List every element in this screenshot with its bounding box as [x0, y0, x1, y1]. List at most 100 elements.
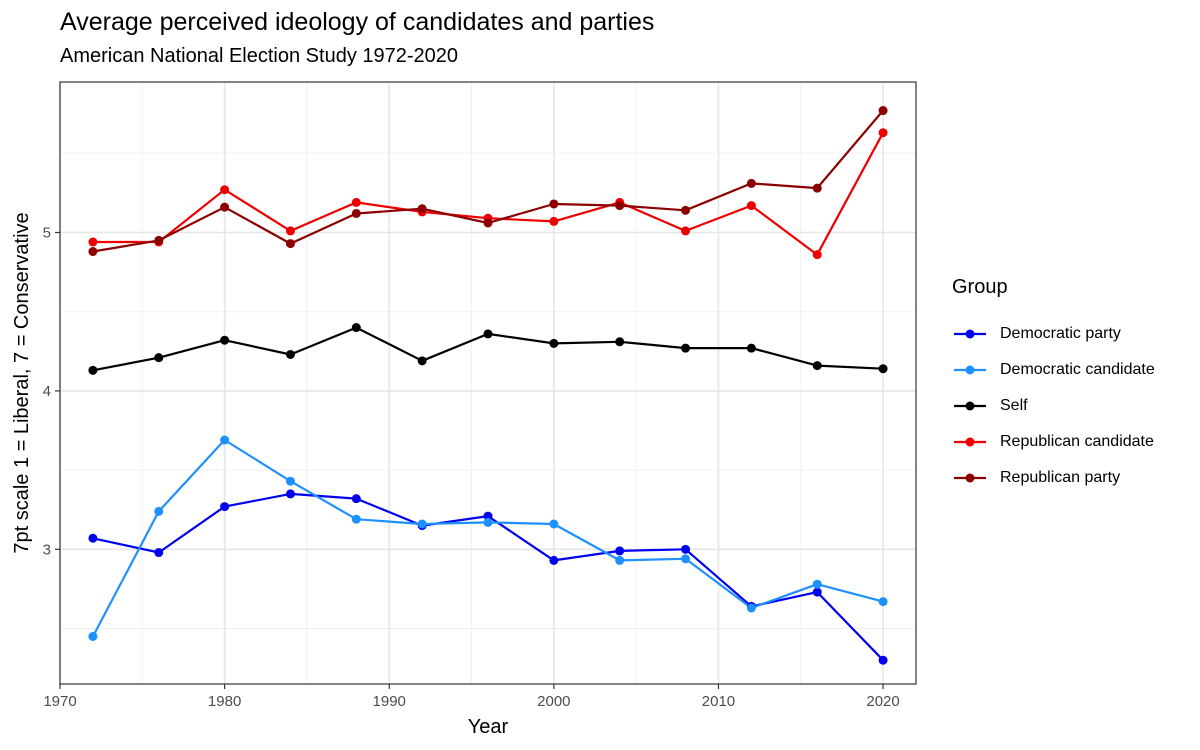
data-point: [549, 216, 559, 226]
data-point: [351, 208, 361, 218]
data-point: [681, 226, 691, 236]
x-axis-ticks: 1970 1980 1990 2000 2010 2020: [43, 684, 900, 710]
data-point: [88, 631, 98, 641]
legend-label: Democratic party: [1000, 325, 1121, 342]
legend-item: Republican candidate: [952, 424, 1155, 460]
data-point: [746, 178, 756, 188]
data-point: [878, 106, 888, 116]
chart-subtitle: American National Election Study 1972-20…: [60, 45, 459, 67]
legend-title: Group: [952, 276, 1008, 298]
data-point: [483, 517, 493, 527]
x-tick-label: 2000: [537, 693, 570, 710]
data-point: [746, 603, 756, 613]
data-point: [615, 546, 625, 556]
x-tick-label: 2020: [866, 693, 899, 710]
x-tick-label: 1980: [208, 693, 241, 710]
data-point: [812, 361, 822, 371]
data-point: [746, 343, 756, 353]
legend-key-point: [965, 437, 975, 447]
legend-item: Republican party: [952, 460, 1155, 496]
data-point: [483, 329, 493, 339]
y-axis-ticks: 3 4 5: [43, 225, 60, 558]
data-point: [878, 597, 888, 607]
data-point: [220, 435, 230, 445]
legend-item: Democratic candidate: [952, 352, 1155, 388]
chart-title: Average perceived ideology of candidates…: [60, 8, 655, 36]
series-points: [88, 106, 888, 665]
data-point: [812, 579, 822, 589]
data-point: [549, 555, 559, 565]
legend-key-point: [965, 365, 975, 375]
data-point: [549, 199, 559, 209]
legend-items: Democratic party Democratic candidate Self…: [952, 316, 1155, 496]
data-point: [417, 204, 427, 214]
x-tick-label: 1990: [373, 693, 406, 710]
data-point: [812, 587, 822, 597]
data-point: [285, 226, 295, 236]
data-point: [681, 343, 691, 353]
y-axis-label: 7pt scale 1 = Liberal, 7 = Conservative: [11, 212, 33, 553]
data-point: [549, 519, 559, 529]
data-point: [285, 239, 295, 249]
legend-item: Democratic party: [952, 316, 1155, 352]
data-point: [878, 655, 888, 665]
plot-panel: [60, 82, 916, 684]
data-point: [812, 183, 822, 193]
data-point: [681, 554, 691, 564]
legend-label: Self: [1000, 397, 1028, 414]
legend-key-icon: [954, 329, 986, 339]
x-axis-label: Year: [468, 716, 509, 738]
data-point: [878, 364, 888, 374]
y-tick-label: 3: [43, 541, 51, 558]
data-point: [417, 519, 427, 529]
data-point: [549, 338, 559, 348]
data-point: [285, 349, 295, 359]
data-point: [285, 476, 295, 486]
data-point: [351, 323, 361, 333]
minor-gridlines: [60, 82, 916, 684]
data-point: [220, 335, 230, 345]
legend-key-icon: [954, 401, 986, 411]
legend-label: Republican party: [1000, 469, 1121, 486]
legend-item: Self: [952, 388, 1155, 424]
legend: Group Democratic party Democratic candida…: [952, 276, 1155, 496]
data-point: [812, 250, 822, 260]
data-point: [483, 218, 493, 228]
data-point: [351, 514, 361, 524]
line-chart: 1970 1980 1990 2000 2010 2020 3 4 5 Year 7pt sc…: [11, 81, 917, 738]
plot-border: [59, 81, 917, 685]
data-point: [351, 494, 361, 504]
legend-key-point: [965, 401, 975, 411]
data-point: [88, 365, 98, 375]
data-point: [88, 237, 98, 247]
data-point: [878, 128, 888, 138]
data-point: [220, 202, 230, 212]
legend-key-icon: [954, 365, 986, 375]
legend-key-icon: [954, 473, 986, 483]
data-point: [483, 511, 493, 521]
data-point: [615, 337, 625, 347]
data-point: [615, 555, 625, 565]
data-point: [681, 205, 691, 215]
data-point: [154, 506, 164, 516]
y-tick-label: 4: [43, 383, 51, 400]
data-point: [746, 201, 756, 211]
data-point: [154, 548, 164, 558]
legend-key-icon: [954, 437, 986, 447]
data-point: [417, 356, 427, 366]
data-point: [220, 502, 230, 512]
y-tick-label: 5: [43, 225, 51, 242]
data-point: [615, 201, 625, 211]
data-point: [154, 353, 164, 363]
data-point: [681, 544, 691, 554]
legend-label: Republican candidate: [1000, 433, 1154, 450]
data-point: [154, 235, 164, 245]
data-point: [88, 247, 98, 257]
x-tick-label: 2010: [702, 693, 735, 710]
data-point: [220, 185, 230, 195]
legend-key-point: [965, 473, 975, 483]
data-point: [351, 197, 361, 207]
data-point: [88, 533, 98, 543]
legend-key-point: [965, 329, 975, 339]
x-tick-label: 1970: [43, 693, 76, 710]
